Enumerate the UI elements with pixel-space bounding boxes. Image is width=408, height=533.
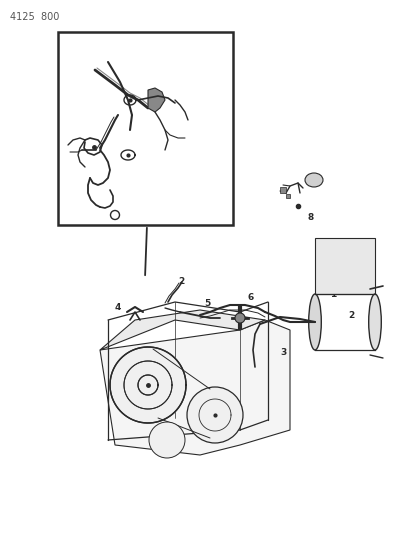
Ellipse shape: [305, 173, 323, 187]
Text: 2: 2: [348, 311, 354, 320]
Text: 3: 3: [280, 348, 286, 357]
Text: 8: 8: [308, 213, 314, 222]
Text: 1: 1: [330, 290, 336, 299]
Polygon shape: [100, 310, 265, 350]
Text: 4: 4: [165, 60, 171, 69]
Text: 2: 2: [178, 277, 184, 286]
Circle shape: [187, 387, 243, 443]
Ellipse shape: [369, 294, 381, 350]
Text: 4: 4: [115, 303, 121, 312]
Ellipse shape: [309, 294, 322, 350]
Circle shape: [149, 422, 185, 458]
Text: 7: 7: [112, 203, 118, 212]
Circle shape: [235, 313, 245, 323]
Circle shape: [111, 211, 120, 220]
Bar: [315, 238, 375, 294]
Text: 1: 1: [62, 131, 68, 140]
Polygon shape: [100, 320, 290, 455]
Text: 2: 2: [128, 53, 134, 62]
Polygon shape: [148, 88, 165, 112]
Text: 5: 5: [204, 299, 210, 308]
Circle shape: [110, 347, 186, 423]
Text: 4125  800: 4125 800: [10, 12, 60, 22]
Bar: [58, 32, 233, 225]
Text: 6: 6: [247, 293, 253, 302]
